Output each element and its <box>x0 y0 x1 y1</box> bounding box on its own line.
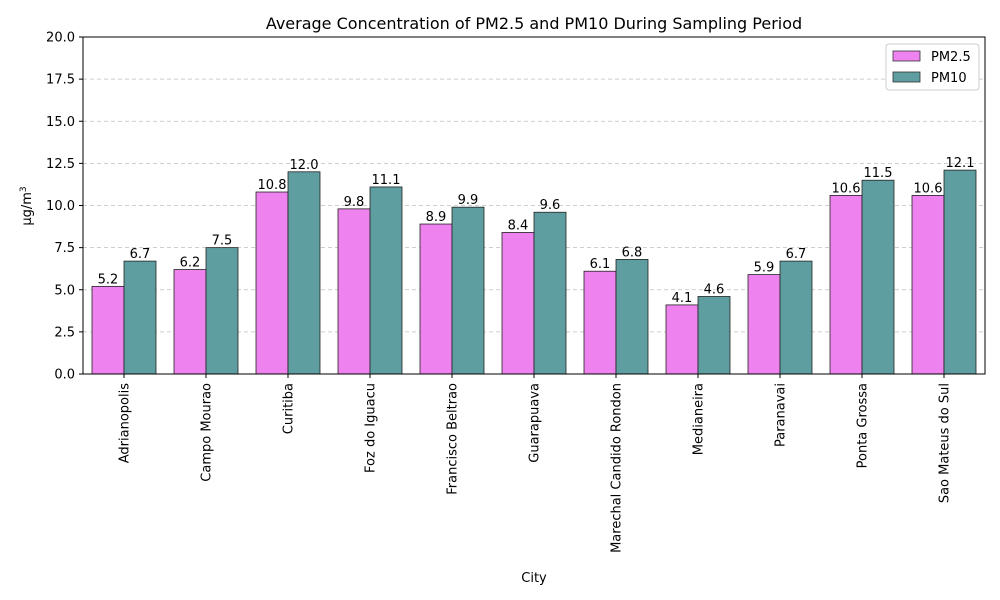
x-tick-label-marechal-candido-rondon: Marechal Candido Rondon <box>610 383 625 553</box>
bar-pm10-sao-mateus-do-sul <box>943 169 977 375</box>
x-tick-label-ponta-grossa: Ponta Grossa <box>856 383 871 468</box>
data-label-pm2-5-foz-do-iguacu: 9.8 <box>344 195 365 210</box>
bar-pm2-5-ponta-grossa <box>829 194 863 375</box>
x-tick-label-campo-mourao: Campo Mourao <box>200 383 215 482</box>
bar-pm2-5-guarapuava <box>501 232 535 375</box>
y-tick-label: 5.0 <box>54 283 75 298</box>
data-label-pm10-curitiba: 12.0 <box>290 158 319 173</box>
data-label-pm10-sao-mateus-do-sul: 12.1 <box>946 156 975 171</box>
data-label-pm10-adrianopolis: 6.7 <box>130 247 151 262</box>
x-tick-label-sao-mateus-do-sul: Sao Mateus do Sul <box>938 383 953 503</box>
legend-label-pm25: PM2.5 <box>931 50 971 65</box>
data-label-pm10-francisco-beltrao: 9.9 <box>458 193 479 208</box>
data-label-pm2-5-campo-mourao: 6.2 <box>180 256 201 271</box>
bar-pm2-5-medianeira <box>665 304 699 375</box>
bar-pm10-marechal-candido-rondon <box>615 259 649 375</box>
bar-pm2-5-marechal-candido-rondon <box>583 270 617 375</box>
bar-pm10-medianeira <box>697 296 731 375</box>
bar-pm10-guarapuava <box>533 211 567 375</box>
x-axis-ticks: Adrianopolis Campo Mourao Curitiba Foz do I… <box>118 374 953 553</box>
bar-pm10-curitiba <box>287 171 321 375</box>
chart-title: Average Concentration of PM2.5 and PM10 … <box>266 14 802 33</box>
data-label-pm2-5-medianeira: 4.1 <box>672 291 693 306</box>
x-tick-label-foz-do-iguacu: Foz do Iguacu <box>364 383 379 473</box>
bar-pm10-adrianopolis <box>123 260 157 375</box>
bar-pm2-5-sao-mateus-do-sul <box>911 194 945 375</box>
y-tick-label: 20.0 <box>46 31 75 46</box>
x-tick-label-curitiba: Curitiba <box>282 383 297 434</box>
data-label-pm2-5-guarapuava: 8.4 <box>508 218 529 233</box>
data-label-pm2-5-sao-mateus-do-sul: 10.6 <box>914 181 943 196</box>
x-tick-label-guarapuava: Guarapuava <box>528 383 543 463</box>
bar-pm2-5-francisco-beltrao <box>419 223 453 375</box>
x-tick-label-paranavai: Paranavai <box>774 383 789 447</box>
data-label-pm10-foz-do-iguacu: 11.1 <box>372 173 401 188</box>
bar-pm10-campo-mourao <box>205 247 239 375</box>
x-tick-label-medianeira: Medianeira <box>692 383 707 455</box>
bar-pm2-5-foz-do-iguacu <box>337 208 371 375</box>
y-axis-ticks: 0.0 2.5 5.0 7.5 10.0 12.5 15.0 17.5 20.0 <box>46 31 83 383</box>
data-label-pm10-marechal-candido-rondon: 6.8 <box>622 245 643 260</box>
data-label-pm2-5-adrianopolis: 5.2 <box>98 272 119 287</box>
y-tick-label: 2.5 <box>54 325 75 340</box>
legend-label-pm10: PM10 <box>931 71 967 86</box>
data-label-pm2-5-ponta-grossa: 10.6 <box>832 181 861 196</box>
y-tick-label: 15.0 <box>46 115 75 130</box>
y-axis-title-superscript: 3 <box>19 186 29 192</box>
legend-swatch-pm25 <box>892 50 921 62</box>
bar-pm10-paranavai <box>779 260 813 375</box>
legend-swatch-pm10 <box>892 71 921 83</box>
bar-pm10-francisco-beltrao <box>451 206 485 375</box>
bars <box>91 169 977 375</box>
data-label-pm10-guarapuava: 9.6 <box>540 198 561 213</box>
bar-pm2-5-curitiba <box>255 191 289 375</box>
data-label-pm2-5-curitiba: 10.8 <box>258 178 287 193</box>
data-label-pm10-campo-mourao: 7.5 <box>212 234 233 249</box>
x-axis-title: City <box>521 571 547 586</box>
data-label-pm2-5-marechal-candido-rondon: 6.1 <box>590 257 611 272</box>
data-label-pm10-ponta-grossa: 11.5 <box>864 166 893 181</box>
data-label-pm10-paranavai: 6.7 <box>786 247 807 262</box>
bar-pm2-5-paranavai <box>747 274 781 375</box>
bar-pm10-ponta-grossa <box>861 179 895 375</box>
y-tick-label: 0.0 <box>54 368 75 383</box>
bar-pm10-foz-do-iguacu <box>369 186 403 375</box>
data-label-pm10-medianeira: 4.6 <box>704 282 725 297</box>
y-axis-title: μg/m3 <box>19 186 35 225</box>
data-label-pm2-5-francisco-beltrao: 8.9 <box>426 210 447 225</box>
data-label-pm2-5-paranavai: 5.9 <box>754 261 775 276</box>
x-tick-label-adrianopolis: Adrianopolis <box>118 383 133 463</box>
y-tick-label: 12.5 <box>46 157 75 172</box>
y-tick-label: 7.5 <box>54 241 75 256</box>
bar-pm2-5-campo-mourao <box>173 269 207 375</box>
legend: PM2.5 PM10 <box>885 43 980 91</box>
y-tick-label: 17.5 <box>46 73 75 88</box>
y-axis-title-main: μg/m <box>20 192 35 226</box>
data-labels: 5.2 6.7 6.2 7.5 10.812.0 9.8 11.1 8.9 9.9 8.4 9.6 6… <box>98 156 975 306</box>
bar-pm2-5-adrianopolis <box>91 285 125 375</box>
y-tick-label: 10.0 <box>46 199 75 214</box>
x-tick-label-francisco-beltrao: Francisco Beltrao <box>446 383 461 495</box>
